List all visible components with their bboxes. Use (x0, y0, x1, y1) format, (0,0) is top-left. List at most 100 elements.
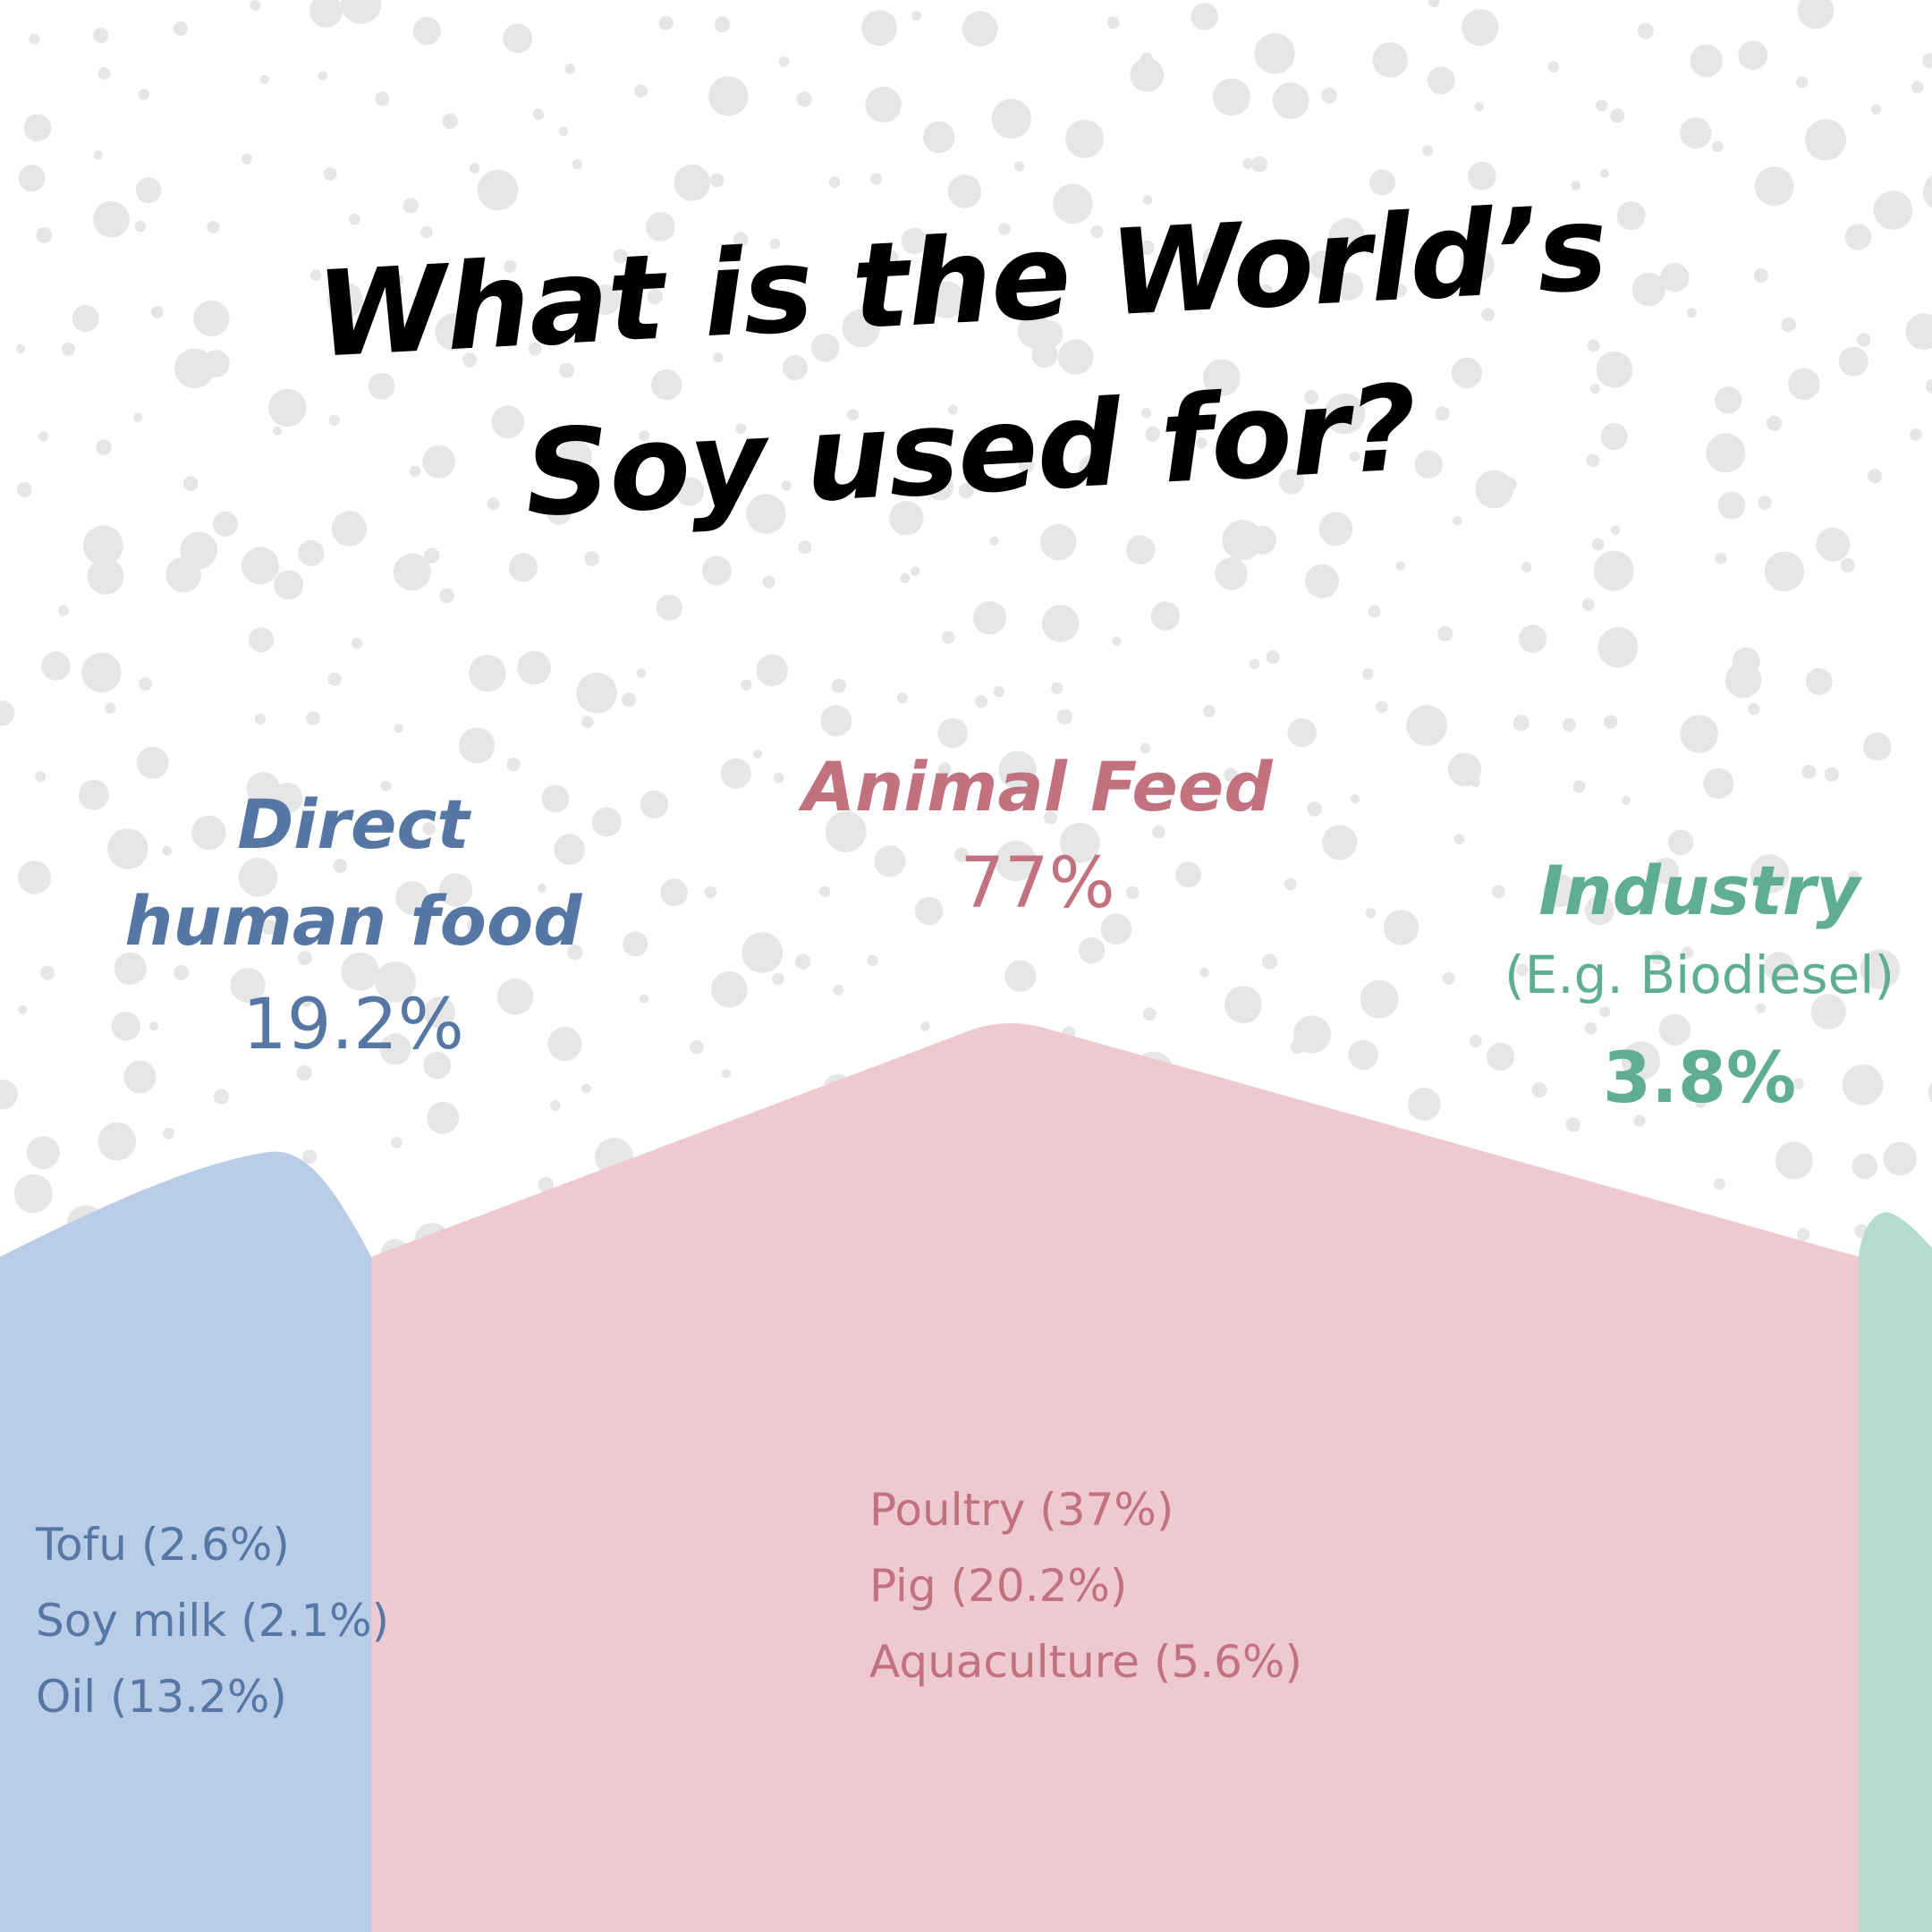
background-dot (1750, 854, 1790, 894)
background-dot (1650, 950, 1665, 965)
background-dot (1475, 470, 1513, 509)
background-dot (1712, 140, 1724, 152)
background-dot (134, 220, 147, 233)
background-dot (1290, 1038, 1306, 1055)
background-dot (165, 556, 202, 593)
background-dot (491, 405, 525, 438)
background-dot (937, 717, 968, 749)
background-dot (656, 594, 683, 621)
background-dot (1587, 339, 1600, 352)
background-dot (1215, 557, 1248, 590)
background-dot (238, 858, 278, 897)
background-dot (1868, 469, 1883, 484)
breakdown-item-poultry: Poultry (37%) (869, 1484, 1174, 1536)
background-dot (18, 165, 46, 192)
background-dot (735, 423, 747, 434)
background-dot (1513, 715, 1530, 732)
background-dot (550, 1100, 561, 1111)
background-dot (937, 762, 952, 776)
background-dot (105, 702, 116, 714)
background-dot (272, 426, 283, 436)
background-dot (1857, 333, 1871, 347)
background-dot (1775, 1141, 1813, 1180)
background-dot (550, 336, 562, 347)
background-dot (327, 672, 342, 687)
background-dot (1593, 550, 1634, 591)
background-dot (1196, 437, 1208, 449)
background-dot (1571, 181, 1581, 191)
background-dot (1660, 263, 1690, 292)
background-dot (36, 227, 52, 243)
background-dot (300, 995, 313, 1007)
background-dot (1435, 406, 1450, 421)
background-dot (831, 678, 846, 693)
background-dot (26, 1136, 60, 1170)
background-dot (213, 1089, 230, 1105)
background-dot (1922, 53, 1932, 69)
background-dot (1923, 175, 1932, 209)
background-dot (496, 978, 534, 1015)
background-dot (1202, 704, 1216, 717)
background-dot (1018, 458, 1034, 474)
background-dot (23, 114, 52, 142)
background-dot (1781, 317, 1796, 333)
background-dot (1680, 117, 1712, 149)
background-dot (1202, 244, 1230, 272)
background-dot (309, 0, 343, 28)
background-dot (333, 859, 348, 873)
background-dot (1090, 225, 1104, 238)
background-dot (810, 333, 840, 362)
background-dot (1383, 910, 1419, 945)
background-dot (554, 834, 586, 866)
background-dot (1125, 886, 1140, 900)
background-dot (1414, 450, 1443, 479)
background-dot (1307, 801, 1322, 817)
background-dot (1754, 166, 1794, 207)
background-dot (741, 679, 752, 691)
background-dot (756, 654, 788, 687)
background-dot (135, 177, 162, 204)
background-dot (1140, 742, 1151, 754)
background-dot (998, 750, 1037, 790)
background-dot (741, 932, 784, 973)
background-dot (1928, 1081, 1932, 1104)
background-dot (1905, 313, 1932, 351)
animal-feed-shape (371, 1023, 1859, 1932)
direct-human-food-name: Direct human food (124, 784, 582, 961)
background-dot (1191, 3, 1218, 30)
background-dot (0, 700, 15, 726)
background-dot (1738, 40, 1768, 71)
background-dot (1715, 552, 1727, 564)
background-dot (1365, 908, 1377, 919)
background-dot (57, 605, 69, 616)
background-dot (1031, 341, 1058, 369)
background-dot (884, 250, 899, 265)
background-dot (1658, 1013, 1691, 1046)
background-dot (1224, 767, 1238, 783)
background-dot (1372, 42, 1409, 78)
background-dot (900, 572, 911, 583)
background-dot (928, 281, 965, 318)
background-dot (646, 212, 675, 242)
background-dot (230, 968, 266, 1004)
background-dot (781, 480, 792, 491)
background-dot (439, 588, 454, 604)
background-dot (459, 727, 496, 764)
background-dot (136, 746, 169, 779)
background-dot (1633, 1114, 1646, 1127)
background-dot (639, 430, 650, 442)
breakdown-item-aquaculture: Aquaculture (5.6%) (869, 1636, 1302, 1688)
background-dot (1706, 433, 1746, 473)
background-dot (1842, 1064, 1884, 1106)
background-dot (1130, 57, 1165, 92)
background-dot (794, 953, 811, 970)
background-dot (504, 259, 517, 273)
background-dot (1349, 451, 1360, 462)
background-dot (901, 227, 928, 254)
background-dot (1690, 44, 1723, 78)
background-dot (107, 828, 148, 869)
background-dot (1259, 284, 1273, 298)
background-dot (182, 476, 199, 491)
background-dot (1428, 0, 1440, 8)
background-dot (1318, 512, 1353, 547)
